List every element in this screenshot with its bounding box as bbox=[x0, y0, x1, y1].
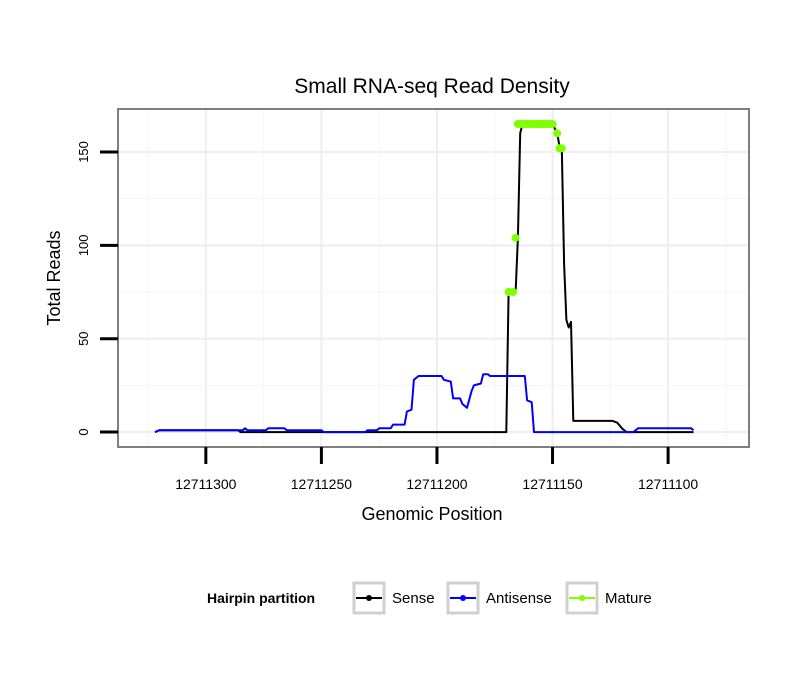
plot-panel bbox=[118, 109, 749, 447]
x-tick-label-4: 12711100 bbox=[638, 476, 698, 492]
y-tick-label-1: 50 bbox=[76, 331, 91, 345]
legend-label-mature: Mature bbox=[605, 590, 652, 607]
legend-key-antisense-dot bbox=[460, 595, 466, 601]
y-tick-label-2: 100 bbox=[76, 234, 91, 256]
legend-label-antisense: Antisense bbox=[486, 590, 552, 607]
x-axis: 12711300 12711250 12711200 12711150 12711100 bbox=[175, 447, 698, 492]
legend-item-antisense: Antisense bbox=[446, 581, 552, 615]
mature-point-1 bbox=[509, 288, 518, 297]
legend-key-sense-dot bbox=[366, 595, 372, 601]
series-lines bbox=[154, 122, 695, 434]
x-tick-label-0: 12711300 bbox=[175, 476, 236, 492]
x-tick-label-1: 12711250 bbox=[291, 476, 352, 492]
plot-border bbox=[117, 108, 750, 448]
plot-background bbox=[118, 109, 749, 447]
legend-label-sense: Sense bbox=[392, 590, 435, 607]
mature-point-19 bbox=[553, 129, 562, 138]
legend-item-mature: Mature bbox=[565, 581, 652, 615]
x-axis-label: Genomic Position bbox=[361, 504, 502, 524]
y-tick-label-3: 150 bbox=[76, 141, 91, 163]
mature-point-21 bbox=[557, 144, 566, 153]
y-axis-label: Total Reads bbox=[44, 230, 64, 325]
legend: Hairpin partition Sense Antisense Mature bbox=[207, 581, 652, 615]
legend-title: Hairpin partition bbox=[207, 590, 315, 606]
plot-frame bbox=[117, 108, 750, 448]
legend-key-mature-dot bbox=[579, 595, 585, 601]
x-tick-label-2: 12711200 bbox=[406, 476, 467, 492]
grid-lines bbox=[118, 109, 749, 447]
y-axis: 0 50 100 150 bbox=[76, 141, 118, 436]
mature-points bbox=[504, 119, 566, 297]
mature-point-2 bbox=[511, 233, 520, 242]
x-tick-label-3: 12711150 bbox=[522, 476, 582, 492]
series-line-antisense bbox=[154, 373, 695, 434]
mature-point-18 bbox=[548, 119, 557, 128]
legend-item-sense: Sense bbox=[352, 581, 435, 615]
chart-title: Small RNA-seq Read Density bbox=[294, 75, 570, 98]
y-tick-label-0: 0 bbox=[76, 428, 91, 435]
series-line-sense bbox=[154, 122, 694, 434]
